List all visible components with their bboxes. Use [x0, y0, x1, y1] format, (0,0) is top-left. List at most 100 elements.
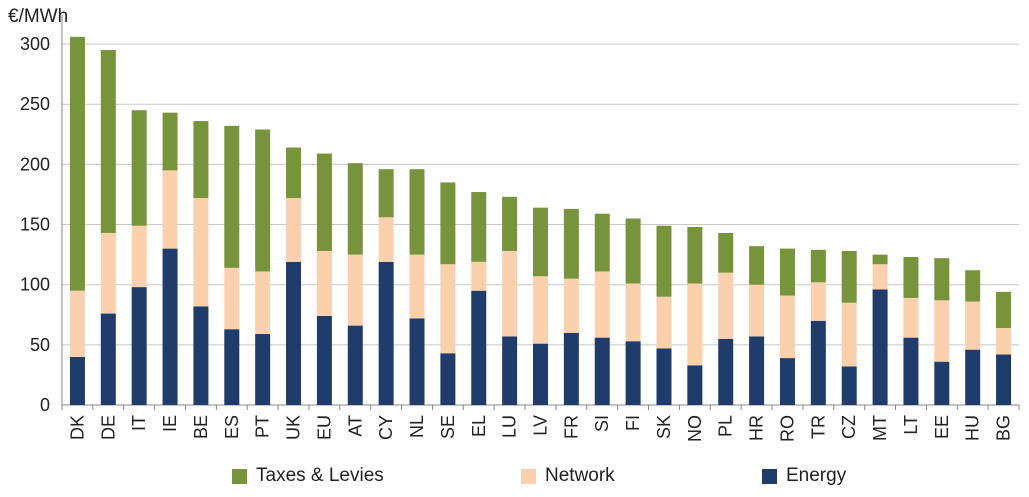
bar-energy-nl [409, 318, 425, 405]
bar-energy-pl [718, 338, 734, 405]
x-tick-label: ES [222, 415, 242, 439]
y-tick-label: 50 [30, 335, 50, 355]
bar-network-lt [903, 297, 919, 338]
y-axis-label: €/MWh [8, 6, 69, 27]
bar-taxes-levies-mt [872, 254, 888, 265]
bar-taxes-levies-sk [656, 225, 672, 297]
bar-network-el [471, 261, 487, 291]
bar-taxes-levies-lv [533, 207, 548, 277]
x-tick-label: SE [438, 415, 458, 439]
bar-taxes-levies-fr [563, 208, 579, 279]
y-tick-label: 150 [20, 215, 50, 235]
legend-swatch-taxes-levies [232, 468, 247, 484]
bar-network-bg [996, 328, 1012, 355]
bar-network-lu [502, 251, 518, 337]
x-tick-label: AT [345, 415, 365, 437]
x-tick-label: NL [407, 415, 427, 438]
x-tick-label: NO [685, 415, 705, 442]
bar-taxes-levies-hr [749, 246, 765, 285]
legend-item-energy: Energy [762, 465, 846, 487]
bar-energy-fr [563, 332, 579, 405]
bar-taxes-levies-hu [965, 270, 981, 302]
bar-taxes-levies-bg [996, 291, 1012, 328]
bar-energy-es [224, 329, 240, 405]
bar-taxes-levies-tr [810, 249, 826, 283]
bar-taxes-levies-lu [502, 196, 518, 251]
bar-network-be [193, 198, 209, 307]
x-tick-label: FR [561, 415, 581, 439]
x-tick-label: CZ [839, 415, 859, 439]
bar-taxes-levies-lt [903, 257, 919, 298]
bar-network-hu [965, 301, 981, 350]
bar-network-cy [378, 217, 394, 262]
bar-network-mt [872, 264, 888, 290]
bar-network-de [100, 232, 116, 314]
y-tick-label: 250 [20, 94, 50, 114]
bar-energy-dk [69, 356, 85, 405]
x-tick-label: CY [376, 415, 396, 440]
x-tick-label: TR [808, 415, 828, 439]
x-tick-label: LU [500, 415, 520, 438]
bar-network-at [347, 254, 363, 326]
bar-taxes-levies-no [687, 226, 703, 284]
bar-network-tr [810, 282, 826, 321]
bar-energy-si [594, 337, 610, 405]
bar-energy-sk [656, 348, 672, 405]
x-tick-label: LV [531, 415, 551, 436]
bar-network-no [687, 283, 703, 366]
bar-energy-tr [810, 320, 826, 405]
bar-network-pt [255, 271, 271, 335]
bar-network-pl [718, 272, 734, 339]
x-tick-label: RO [777, 415, 797, 442]
bar-taxes-levies-it [131, 110, 147, 226]
bar-network-fr [563, 278, 579, 333]
bar-energy-ie [162, 248, 178, 405]
bar-taxes-levies-es [224, 125, 240, 268]
bar-taxes-levies-se [440, 182, 456, 265]
bar-network-eu [316, 251, 332, 316]
legend-label-taxes-levies: Taxes & Levies [256, 465, 384, 486]
bar-network-ro [779, 295, 795, 359]
bar-energy-lu [502, 336, 518, 405]
x-tick-label: HR [747, 415, 767, 441]
bar-network-ee [934, 300, 950, 362]
bar-taxes-levies-ro [779, 248, 795, 296]
bar-network-uk [286, 198, 302, 262]
bar-taxes-levies-be [193, 121, 209, 199]
x-tick-label: EE [932, 415, 952, 439]
bar-taxes-levies-cz [841, 251, 857, 303]
bar-network-sk [656, 296, 672, 349]
bar-network-fi [625, 283, 641, 342]
x-tick-label: MT [870, 415, 890, 441]
bar-energy-bg [996, 354, 1012, 405]
bar-network-it [131, 225, 147, 288]
bar-network-lv [533, 276, 548, 344]
x-tick-label: EU [314, 415, 334, 440]
bar-energy-at [347, 325, 363, 405]
bar-energy-el [471, 290, 487, 405]
bar-taxes-levies-pt [255, 129, 271, 272]
legend-label-network: Network [545, 465, 615, 486]
x-tick-label: BE [191, 415, 211, 439]
bar-network-hr [749, 284, 765, 337]
bar-taxes-levies-dk [69, 36, 85, 291]
bar-network-dk [69, 290, 85, 357]
legend-item-taxes-levies: Taxes & Levies [232, 465, 384, 487]
bar-network-ie [162, 170, 178, 249]
bar-energy-ro [779, 358, 795, 405]
bar-energy-eu [316, 315, 332, 405]
bar-energy-ee [934, 361, 950, 405]
legend: Taxes & Levies Network Energy [0, 465, 1029, 493]
bar-network-se [440, 264, 456, 354]
bar-energy-be [193, 306, 209, 405]
x-tick-label: UK [284, 415, 304, 440]
bar-energy-hu [965, 349, 981, 405]
x-tick-label: FI [623, 415, 643, 431]
bar-energy-se [440, 353, 456, 405]
bar-energy-no [687, 365, 703, 405]
x-tick-label: LT [901, 415, 921, 435]
bar-energy-lt [903, 337, 919, 405]
bar-energy-uk [286, 261, 302, 405]
bar-taxes-levies-cy [378, 169, 394, 218]
bar-network-nl [409, 254, 425, 319]
